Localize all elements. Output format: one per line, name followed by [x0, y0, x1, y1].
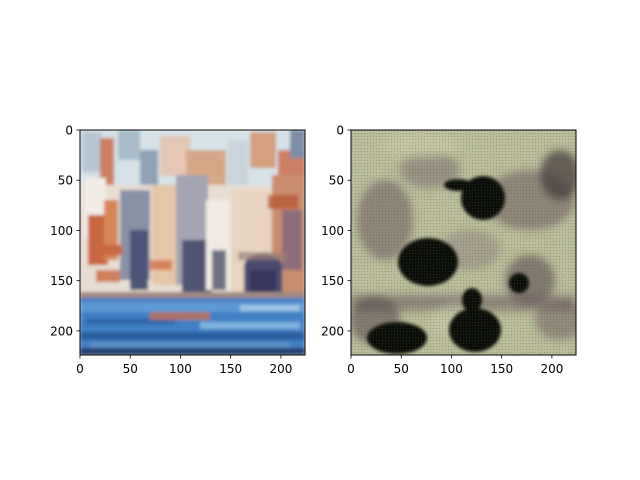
left-xtick-label: 100 [169, 362, 192, 376]
right-axes-frame [350, 129, 577, 356]
right-xtick-label: 0 [347, 362, 355, 376]
left-axes-frame [79, 129, 306, 356]
left-xtick-label: 50 [123, 362, 138, 376]
right-ytick-label: 100 [321, 224, 344, 238]
right-ytick-label: 200 [321, 324, 344, 338]
painting-image [80, 130, 305, 355]
left-ytick-label: 100 [50, 224, 73, 238]
right-xtick-label: 50 [394, 362, 409, 376]
left-ytick-label: 150 [50, 274, 73, 288]
right-xtick-label: 200 [540, 362, 563, 376]
right-xtick-label: 100 [440, 362, 463, 376]
left-xtick-label: 150 [219, 362, 242, 376]
left-xtick-label: 0 [76, 362, 84, 376]
feature-map-image [351, 130, 576, 355]
right-ytick-label: 150 [321, 274, 344, 288]
right-ytick-label: 50 [329, 174, 344, 188]
right-ytick-label: 0 [336, 124, 344, 138]
left-ytick-label: 200 [50, 324, 73, 338]
right-axes-ticks: 0 50 100 150 200 0 50 100 150 200 [321, 124, 563, 377]
right-xtick-label: 150 [490, 362, 513, 376]
left-xtick-label: 200 [269, 362, 292, 376]
left-ytick-label: 0 [65, 124, 73, 138]
left-axes-ticks: 0 50 100 150 200 0 50 100 150 200 [50, 124, 292, 377]
left-ytick-label: 50 [58, 174, 73, 188]
